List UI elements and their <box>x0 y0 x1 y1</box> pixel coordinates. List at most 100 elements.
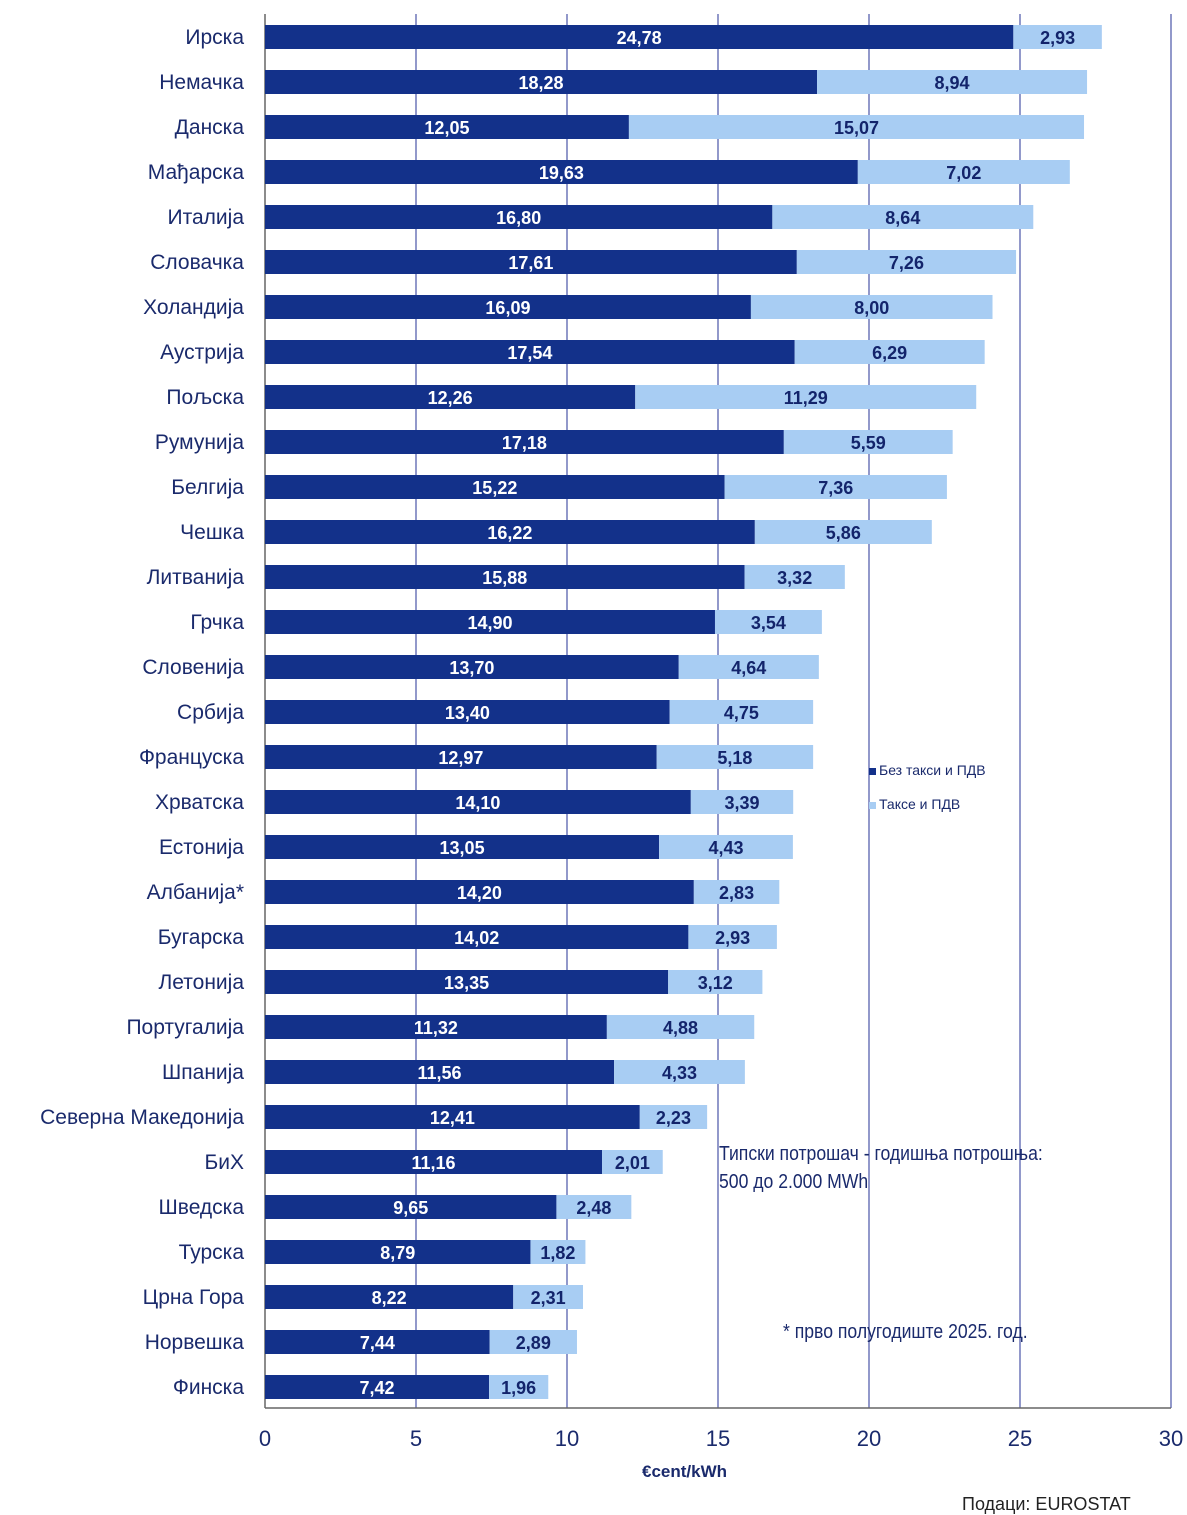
bar-taxes <box>724 475 947 499</box>
category-label: Норвешка <box>145 1331 245 1354</box>
bar-base <box>265 745 657 769</box>
data-label-taxes: 3,12 <box>698 973 733 993</box>
bar-taxes <box>794 340 985 364</box>
data-label-taxes: 4,88 <box>663 1018 698 1038</box>
category-label: Шпанија <box>162 1061 244 1084</box>
data-label-base: 14,20 <box>457 883 502 903</box>
data-label-base: 24,78 <box>617 28 662 48</box>
first-half-note: * прво полугодиште 2025. год. <box>783 1321 1028 1343</box>
bar-taxes <box>772 205 1034 229</box>
bar-taxes <box>668 970 763 994</box>
consumer-note-line2: 500 до 2.000 MWh <box>719 1171 869 1193</box>
bar-taxes <box>628 115 1085 139</box>
data-label-base: 15,22 <box>472 478 517 498</box>
data-label-base: 11,16 <box>411 1153 455 1173</box>
bar-taxes <box>754 520 932 544</box>
data-label-base: 12,97 <box>438 748 483 768</box>
bar-taxes <box>489 1330 577 1354</box>
bar-taxes <box>750 295 993 319</box>
category-label: Италија <box>168 206 245 229</box>
x-tick-label: 15 <box>706 1426 730 1451</box>
data-label-base: 17,61 <box>508 253 553 273</box>
data-label-taxes: 8,00 <box>854 298 889 318</box>
data-label-base: 13,40 <box>445 703 490 723</box>
data-label-taxes: 2,93 <box>1040 28 1075 48</box>
legend-swatch-base <box>869 767 876 775</box>
data-label-base: 12,41 <box>430 1108 475 1128</box>
bar-base <box>265 430 784 454</box>
bar-base <box>265 385 636 409</box>
category-label: Естонија <box>159 836 244 859</box>
data-label-taxes: 1,96 <box>501 1378 536 1398</box>
bar-base <box>265 1285 514 1309</box>
bar-taxes <box>513 1285 584 1309</box>
data-label-base: 14,10 <box>455 793 500 813</box>
x-tick-label: 0 <box>259 1426 271 1451</box>
data-label-taxes: 8,94 <box>935 73 970 93</box>
bar-base <box>265 205 773 229</box>
source-note: Подаци: EUROSTAT <box>962 1494 1131 1514</box>
bar-base <box>265 655 679 679</box>
bar-taxes <box>614 1060 745 1084</box>
bar-base <box>265 70 818 94</box>
data-label-base: 17,54 <box>507 343 552 363</box>
data-label-base: 17,18 <box>502 433 547 453</box>
consumer-note-line1: Типски потрошач - годишња потрошња: <box>719 1143 1043 1165</box>
category-label: Летонија <box>159 971 245 994</box>
data-label-taxes: 3,32 <box>777 568 812 588</box>
category-label: Немачка <box>159 71 244 94</box>
bar-taxes <box>857 160 1070 184</box>
data-label-base: 12,05 <box>424 118 469 138</box>
data-label-base: 9,65 <box>393 1198 428 1218</box>
bar-taxes <box>606 1015 755 1039</box>
data-label-base: 11,56 <box>418 1063 462 1083</box>
category-label: Србија <box>177 701 244 724</box>
category-label: Финска <box>173 1376 244 1399</box>
x-axis-label: €cent/kWh <box>642 1462 728 1481</box>
category-label: Албанија* <box>147 881 244 904</box>
data-label-taxes: 7,02 <box>946 163 981 183</box>
data-label-base: 11,32 <box>414 1018 458 1038</box>
category-label: Северна Македонија <box>40 1106 244 1129</box>
bar-taxes <box>659 835 793 859</box>
category-label: Чешка <box>180 521 244 544</box>
data-label-base: 8,22 <box>372 1288 407 1308</box>
data-label-taxes: 7,36 <box>818 478 853 498</box>
data-label-base: 19,63 <box>539 163 584 183</box>
x-tick-label: 30 <box>1159 1426 1183 1451</box>
bar-base <box>265 250 797 274</box>
bar-base <box>265 700 670 724</box>
x-tick-label: 5 <box>410 1426 422 1451</box>
data-label-base: 16,80 <box>496 208 541 228</box>
bar-taxes <box>693 880 780 904</box>
bar-base <box>265 340 795 364</box>
bar-base <box>265 970 669 994</box>
data-label-base: 14,02 <box>454 928 499 948</box>
bar-base <box>265 1195 557 1219</box>
bar-base <box>265 790 691 814</box>
bar-taxes <box>669 700 814 724</box>
legend-swatch-taxes <box>869 801 876 809</box>
bar-base <box>265 610 715 634</box>
x-tick-label: 25 <box>1008 1426 1032 1451</box>
bar-base <box>265 835 660 859</box>
bar-taxes <box>783 430 953 454</box>
x-tick-label: 20 <box>857 1426 881 1451</box>
bar-base <box>265 925 689 949</box>
bar-base <box>265 160 858 184</box>
category-label: Аустрија <box>160 341 244 364</box>
data-label-taxes: 2,01 <box>615 1153 650 1173</box>
data-label-base: 15,88 <box>482 568 527 588</box>
data-label-taxes: 4,43 <box>708 838 743 858</box>
data-label-taxes: 2,89 <box>516 1333 551 1353</box>
category-label: Португалија <box>126 1016 244 1039</box>
x-tick-label: 10 <box>555 1426 579 1451</box>
bar-base <box>265 25 1014 49</box>
data-label-taxes: 5,18 <box>717 748 752 768</box>
data-label-base: 7,42 <box>360 1378 395 1398</box>
bar-base <box>265 1330 490 1354</box>
bar-taxes <box>602 1150 663 1174</box>
category-label: Румунија <box>155 431 244 454</box>
bar-taxes <box>744 565 845 589</box>
